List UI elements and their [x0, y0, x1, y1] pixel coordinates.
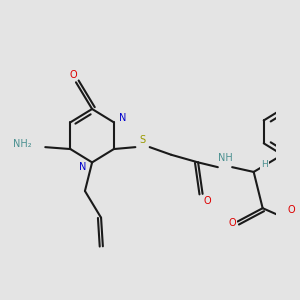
Text: NH₂: NH₂: [13, 139, 32, 149]
Text: O: O: [287, 205, 295, 215]
Text: O: O: [70, 70, 77, 80]
Text: H: H: [261, 160, 268, 169]
Text: O: O: [228, 218, 236, 228]
Text: NH: NH: [218, 153, 232, 163]
Text: N: N: [119, 112, 127, 123]
Text: N: N: [80, 162, 87, 172]
Text: S: S: [140, 134, 146, 145]
Text: O: O: [203, 196, 211, 206]
